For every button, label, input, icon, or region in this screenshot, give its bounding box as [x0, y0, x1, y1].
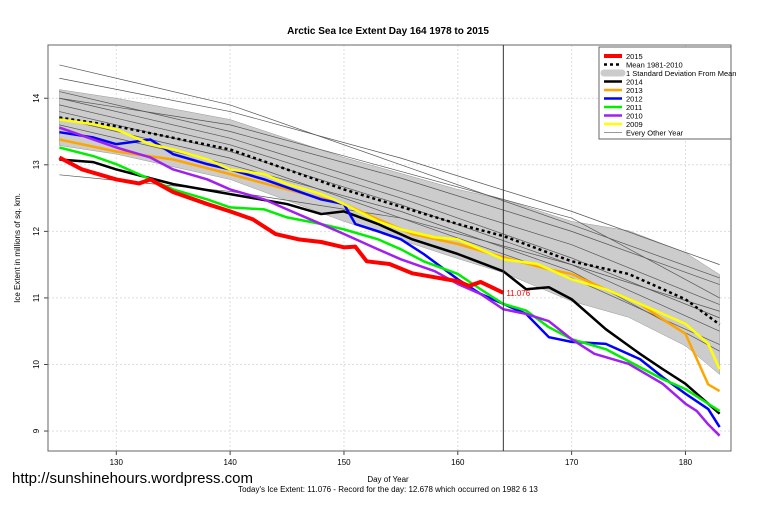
legend-label: 2012: [626, 95, 643, 104]
y-tick-label: 12: [32, 226, 41, 235]
y-axis-label: Ice Extent in millions of sq. km.: [13, 193, 22, 303]
series-line-2014: [59, 158, 721, 415]
legend-label: Every Other Year: [626, 129, 684, 138]
y-tick-label: 9: [32, 428, 41, 433]
legend-label: 2011: [626, 103, 642, 112]
std-deviation-band: [59, 89, 720, 375]
other-year-line: [59, 104, 720, 319]
x-tick-label: 170: [565, 458, 579, 467]
legend-label: Mean 1981-2010: [626, 61, 683, 70]
legend-label: 2009: [626, 120, 643, 129]
series-line-2009: [59, 118, 721, 370]
other-year-line: [59, 124, 720, 352]
y-tick-label: 11: [32, 293, 41, 302]
y-tick-label: 14: [32, 93, 41, 102]
other-year-line: [59, 97, 720, 305]
other-year-line: [59, 174, 720, 312]
series-line-2012: [59, 130, 721, 428]
x-tick-label: 140: [223, 458, 237, 467]
y-tick-label: 13: [32, 160, 41, 169]
y-tick-label: 10: [32, 359, 41, 368]
footer-text: Today's Ice Extent: 11.076 - Record for …: [238, 485, 538, 494]
legend-label: 1 Standard Deviation From Mean: [626, 69, 736, 78]
other-year-line: [59, 64, 720, 279]
legend-label: 2010: [626, 112, 643, 121]
legend-label: 2013: [626, 86, 643, 95]
x-tick-label: 160: [451, 458, 465, 467]
other-year-line: [59, 91, 720, 285]
legend-label: 2014: [626, 78, 643, 87]
other-year-line: [59, 77, 720, 265]
x-tick-label: 130: [110, 458, 124, 467]
current-value-label: 11.076: [506, 289, 530, 298]
series-line-2015: [58, 155, 505, 295]
other-year-line: [59, 97, 720, 299]
series-line-2010: [58, 126, 721, 437]
mean-line: [59, 116, 721, 326]
x-tick-label: 180: [679, 458, 693, 467]
watermark-url: http://sunshinehours.wordpress.com: [12, 470, 253, 487]
plot-frame: [47, 44, 732, 452]
x-axis-label: Day of Year: [367, 475, 409, 484]
x-tick-label: 150: [337, 458, 351, 467]
series-line-2011: [59, 146, 721, 413]
chart-title: Arctic Sea Ice Extent Day 164 1978 to 20…: [287, 26, 489, 37]
legend-label: 2015: [626, 52, 643, 61]
